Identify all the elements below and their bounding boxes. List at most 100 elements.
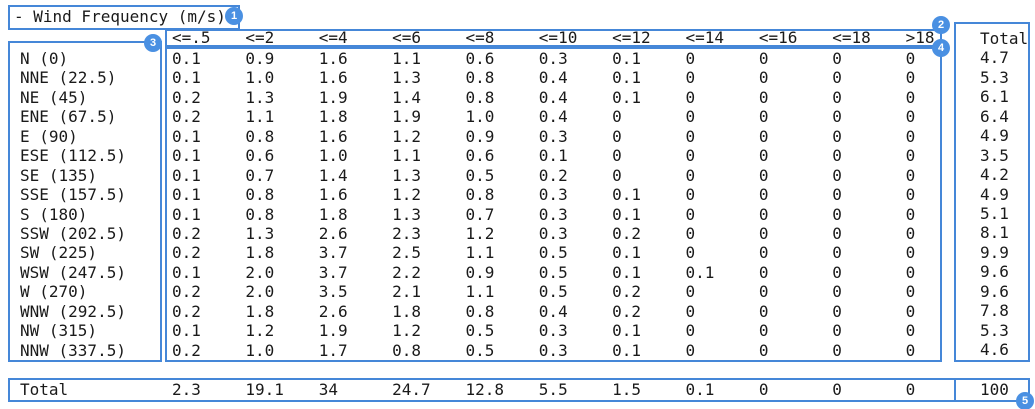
column-totals-row-box[interactable]: Total 2.3 19.1 34 24.7 12.8 5.5 1.5 0.1 0 0 0 100	[8, 378, 1030, 402]
frequency-cell: 1.1	[245, 107, 275, 127]
frequency-cell: 0	[832, 301, 842, 321]
frequency-cell: 1.8	[245, 301, 275, 321]
frequency-cell: 0	[905, 68, 916, 88]
row-total-value: 5.3	[980, 67, 1009, 87]
direction-labels-box[interactable]: N (0) NNE (22.5) NE (45) ENE (67.5) E (90) ES…	[8, 41, 162, 362]
frequency-cell: 0.2	[172, 223, 201, 243]
column-total-value: 24.7	[392, 380, 431, 399]
frequency-cell: 0.6	[245, 146, 275, 166]
frequency-cell: 2.3	[392, 223, 421, 243]
frequency-grid-box[interactable]: 0.1 0.9 1.6 1.1 0.6 0.3 0.1 0 0 0 0 0.1 1.0 1.6 1.3 0.8…	[165, 47, 942, 362]
annotation-badge-1: 1	[225, 7, 243, 25]
frequency-cell: 1.2	[392, 185, 421, 205]
frequency-cell: 0.2	[538, 165, 568, 185]
direction-label: W (270)	[20, 282, 88, 302]
frequency-cell: 0	[832, 321, 842, 341]
frequency-cell: 1.6	[318, 126, 348, 146]
row-total-value: 5.3	[980, 320, 1009, 340]
direction-label: NE (45)	[20, 87, 88, 107]
frequency-cell: 0.6	[465, 49, 495, 68]
frequency-cell: 0	[758, 146, 769, 166]
row-total-value: 4.6	[980, 340, 1009, 359]
frequency-cell: 0.4	[538, 301, 568, 321]
frequency-cell: 0.2	[612, 282, 642, 302]
frequency-cell: 0.8	[245, 126, 275, 146]
direction-label: E (90)	[20, 126, 78, 146]
row-total-value: 4.9	[980, 184, 1009, 204]
column-total-value: 2.3	[172, 380, 201, 399]
direction-label: SE (135)	[20, 165, 98, 185]
frequency-cell: 0.1	[172, 185, 201, 205]
frequency-cell: 0	[685, 282, 696, 302]
frequency-cell: 1.3	[392, 165, 421, 185]
frequency-cell: 1.2	[465, 223, 495, 243]
column-totals-values: 2.3 19.1 34 24.7 12.8 5.5 1.5 0.1 0 0 0	[167, 380, 941, 400]
frequency-cell: 0.3	[538, 126, 568, 146]
frequency-cell: 1.4	[392, 87, 421, 107]
frequency-cell: 0.5	[465, 340, 495, 360]
direction-label: SW (225)	[20, 243, 98, 263]
frequency-cell: 0	[905, 321, 916, 341]
frequency-cell: 0	[612, 107, 622, 127]
frequency-cell: 0	[685, 68, 696, 88]
column-total-value: 0	[905, 380, 916, 399]
frequency-cell: 0.9	[245, 49, 275, 68]
column-header: <=18	[832, 28, 871, 47]
frequency-cell: 0	[685, 87, 696, 107]
frequency-cell: 0	[612, 126, 622, 146]
frequency-cell: 3.7	[318, 262, 348, 282]
frequency-cell: 0.9	[465, 126, 495, 146]
direction-label: NNW (337.5)	[20, 340, 126, 360]
frequency-cell: 0.1	[538, 146, 568, 166]
column-total-value: 0.1	[685, 380, 715, 399]
row-total-value: 9.9	[980, 242, 1009, 262]
frequency-cell: 0	[905, 87, 916, 107]
frequency-cell: 1.1	[465, 282, 495, 302]
total-row-label: Total	[20, 380, 69, 399]
frequency-cell: 0	[758, 340, 769, 360]
column-total-value: 19.1	[245, 380, 284, 399]
frequency-cell: 0	[758, 107, 769, 127]
speed-bin-header-box[interactable]: <=.5 <=2 <=4 <=6 <=8 <=10 <=12 <=14 <=16 <=18 >18	[165, 29, 942, 47]
direction-label: WNW (292.5)	[20, 301, 126, 321]
frequency-cell: 0.1	[612, 204, 642, 224]
frequency-cell: 1.7	[318, 340, 348, 360]
column-header: >18	[905, 28, 935, 47]
row-totals-column-box: Total 4.7 5.3 6.1 6.4 4.9 3.5 4.2 4.9 5.1 8.1 9.9 9…	[954, 22, 1030, 362]
frequency-cell: 2.5	[392, 243, 421, 263]
frequency-cell: 0	[758, 126, 769, 146]
frequency-cell: 0.3	[538, 49, 568, 68]
column-header: <=12	[612, 28, 651, 47]
frequency-cell: 0.8	[245, 185, 275, 205]
frequency-cell: 1.1	[392, 49, 421, 68]
frequency-cell: 0	[758, 301, 769, 321]
row-total-value: 9.6	[980, 281, 1009, 301]
frequency-cell: 0.8	[245, 204, 275, 224]
column-total-value: 34	[318, 380, 338, 399]
direction-label: SSW (202.5)	[20, 223, 126, 243]
frequency-cell: 1.2	[245, 321, 275, 341]
frequency-cell: 0	[758, 165, 769, 185]
frequency-cell: 0	[832, 340, 842, 360]
column-header: <=.5	[172, 28, 211, 47]
frequency-cell: 0.2	[172, 107, 201, 127]
frequency-cell: 0.5	[538, 282, 568, 302]
direction-label: ESE (112.5)	[20, 146, 126, 166]
frequency-cell: 0	[905, 165, 916, 185]
frequency-cell: 1.6	[318, 49, 348, 68]
frequency-cell: 0.1	[172, 262, 201, 282]
frequency-cell: 3.7	[318, 243, 348, 263]
annotation-badge-4: 4	[932, 39, 950, 57]
frequency-cell: 0	[612, 146, 622, 166]
frequency-cell: 1.1	[392, 146, 421, 166]
title-box[interactable]: - Wind Frequency (m/s)	[8, 5, 240, 30]
column-total-value: 0	[832, 380, 842, 399]
frequency-cell: 0.4	[538, 107, 568, 127]
frequency-cell: 1.8	[245, 243, 275, 263]
frequency-cell: 0.1	[172, 49, 201, 68]
frequency-cell: 0	[758, 204, 769, 224]
frequency-cell: 0	[832, 165, 842, 185]
frequency-cell: 0	[685, 321, 696, 341]
column-total-value: 12.8	[465, 380, 504, 399]
total-column-header: Total	[980, 29, 1029, 48]
